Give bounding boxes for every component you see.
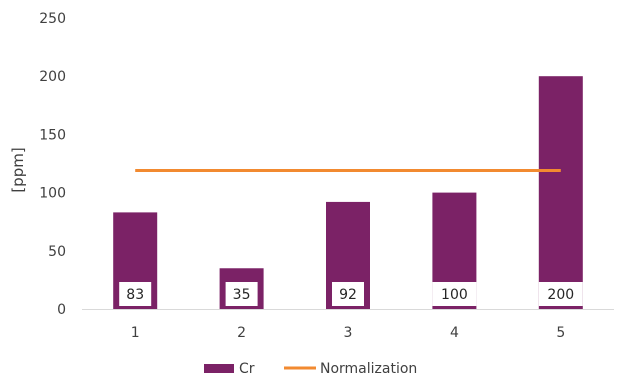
y-tick-label: 150	[39, 127, 66, 143]
data-label-box	[119, 282, 152, 306]
x-tick-label: 4	[450, 325, 459, 341]
data-labels: 83 35 92 100 200	[119, 282, 583, 306]
legend-swatch-cr	[204, 364, 234, 373]
y-tick-labels: 0 50 100 150 200 250	[39, 11, 66, 318]
bar-cr-5	[538, 76, 583, 309]
data-label-1: 83	[126, 287, 144, 303]
data-label-5: 200	[547, 287, 574, 303]
x-tick-labels: 1 2 3 4 5	[131, 325, 566, 341]
y-tick-label: 200	[39, 69, 66, 85]
x-tick-label: 2	[237, 325, 246, 341]
data-label-box	[432, 282, 477, 306]
data-label-box	[538, 282, 583, 306]
data-label-3: 92	[339, 287, 357, 303]
data-label-box	[225, 282, 258, 306]
data-label-4: 100	[441, 287, 468, 303]
data-label-box	[332, 282, 364, 306]
bars	[113, 76, 583, 309]
y-tick-label: 0	[57, 302, 66, 318]
x-tick-label: 3	[344, 325, 353, 341]
data-label-2: 35	[233, 287, 251, 303]
y-tick-label: 250	[39, 11, 66, 27]
x-tick-label: 5	[556, 325, 565, 341]
legend-label-cr: Cr	[239, 361, 255, 377]
legend-label-normalization: Normalization	[320, 361, 417, 377]
legend: Cr Normalization	[204, 361, 417, 377]
y-tick-label: 50	[48, 244, 66, 260]
x-tick-label: 1	[131, 325, 140, 341]
y-axis-title: [ppm]	[9, 147, 27, 192]
y-tick-label: 100	[39, 186, 66, 202]
